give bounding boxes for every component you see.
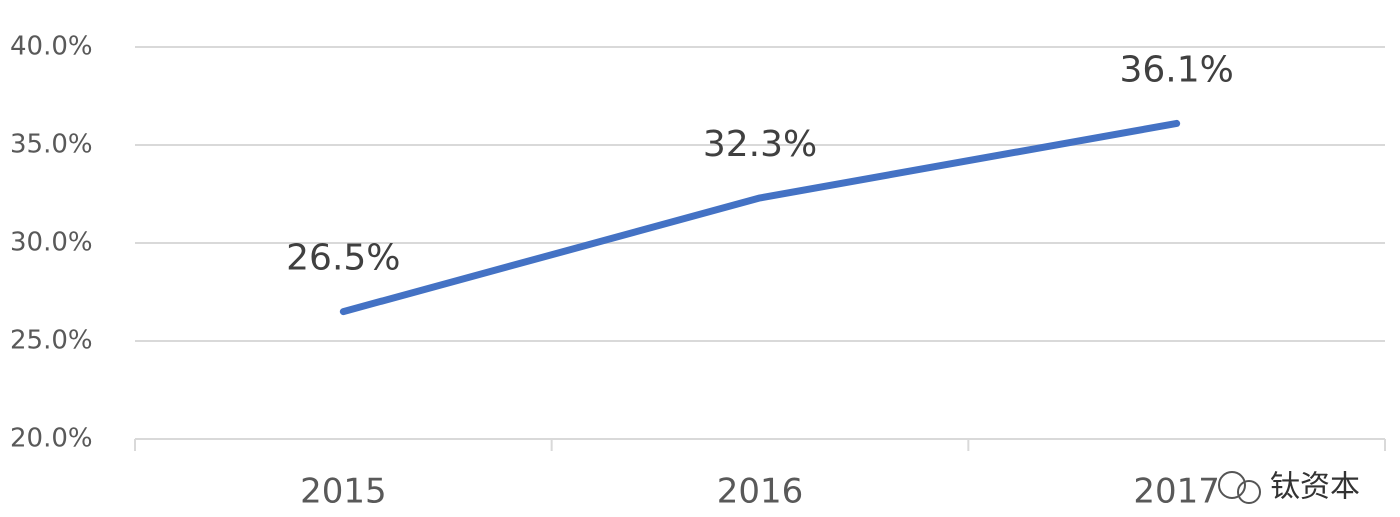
x-tick-label: 2016	[717, 472, 804, 512]
watermark-icon	[1218, 471, 1261, 504]
y-tick-label: 20.0%	[10, 424, 93, 454]
value-label: 26.5%	[286, 238, 400, 279]
watermark: 钛资本	[1270, 470, 1360, 505]
y-tick-label: 30.0%	[10, 228, 93, 258]
x-tick-label: 2017	[1133, 472, 1220, 512]
value-label: 36.1%	[1119, 49, 1233, 90]
y-tick-label: 35.0%	[10, 130, 93, 160]
y-tick-label: 25.0%	[10, 326, 93, 356]
x-tick-label: 2015	[300, 472, 387, 512]
value-label: 32.3%	[703, 124, 817, 165]
line	[339, 119, 1181, 316]
y-tick-label: 40.0%	[10, 32, 93, 62]
